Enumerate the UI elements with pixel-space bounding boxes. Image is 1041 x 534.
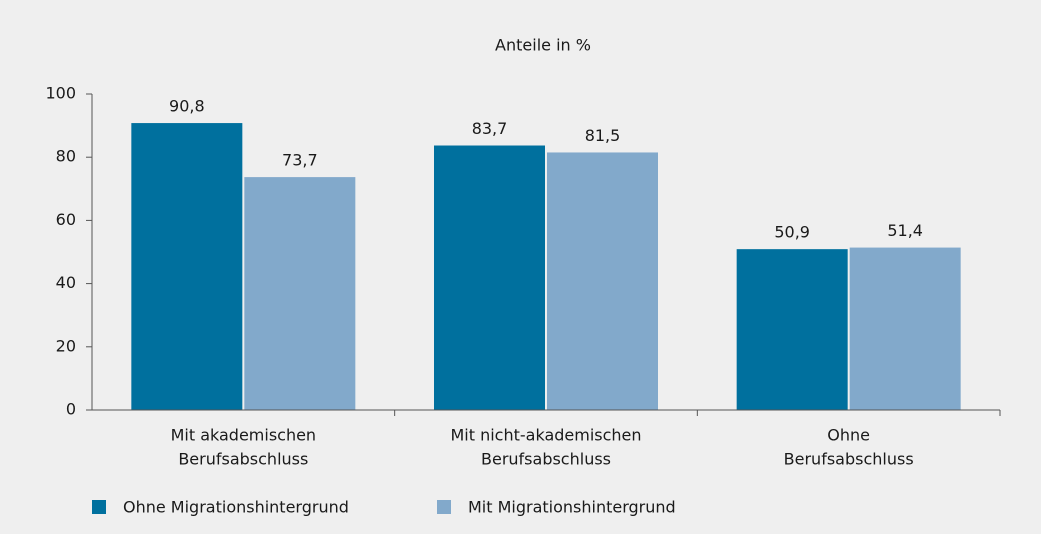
y-tick-label: 40 (56, 273, 76, 292)
bar (547, 152, 658, 410)
y-tick-label: 20 (56, 336, 76, 355)
value-label: 51,4 (887, 221, 923, 240)
bar (434, 145, 545, 410)
legend-swatch (92, 500, 106, 514)
value-label: 83,7 (472, 119, 508, 138)
bar (736, 249, 848, 410)
y-tick-label: 100 (45, 84, 76, 103)
value-label: 50,9 (774, 223, 810, 242)
chart-title: Anteile in % (495, 36, 591, 55)
value-label: 90,8 (169, 97, 205, 116)
bar (131, 123, 243, 411)
bar (244, 177, 356, 410)
y-tick-label: 80 (56, 147, 76, 166)
x-tick-label: Mit akademischen (171, 426, 317, 445)
legend-label: Ohne Migrationshintergrund (123, 498, 349, 517)
legend-swatch (437, 500, 451, 514)
x-tick-label: Mit nicht-akademischen (450, 426, 641, 445)
legend-label: Mit Migrationshintergrund (468, 498, 676, 517)
y-tick-label: 60 (56, 210, 76, 229)
y-tick-label: 0 (66, 400, 76, 419)
x-tick-label: Berufsabschluss (178, 450, 308, 469)
bar (849, 247, 961, 410)
x-tick-label: Ohne (827, 426, 870, 445)
value-label: 73,7 (282, 151, 318, 170)
value-label: 81,5 (585, 126, 621, 145)
x-tick-label: Berufsabschluss (784, 450, 914, 469)
x-tick-label: Berufsabschluss (481, 450, 611, 469)
